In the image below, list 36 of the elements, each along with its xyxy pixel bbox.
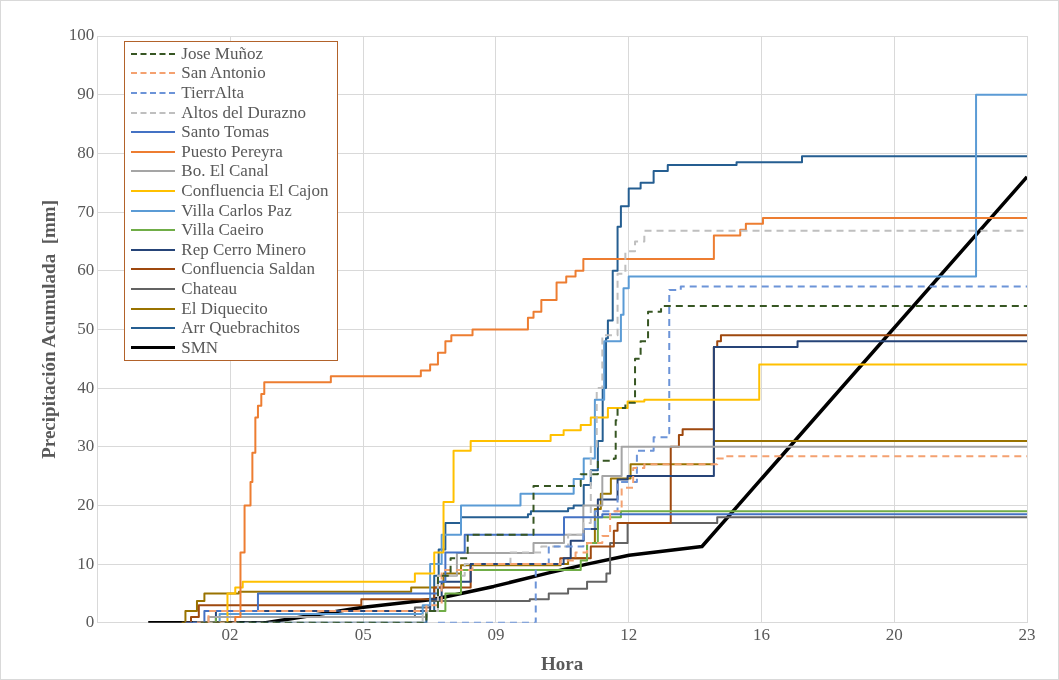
legend-label: San Antonio (181, 63, 266, 84)
y-tick-label: 100 (68, 25, 95, 45)
y-tick-label: 40 (77, 377, 95, 397)
legend-label: Chateau (181, 278, 237, 299)
legend-label: TierrAlta (181, 82, 244, 103)
legend-label: Santo Tomas (181, 122, 270, 143)
x-tick-label: 02 (221, 625, 239, 645)
y-tick-label: 20 (77, 494, 95, 514)
x-tick-label: 20 (885, 625, 903, 645)
legend-label: Puesto Pereyra (181, 141, 283, 162)
x-tick-label: 05 (354, 625, 372, 645)
y-tick-label: 30 (77, 436, 95, 456)
y-tick-label: 10 (77, 553, 95, 573)
x-tick-label: 16 (752, 625, 770, 645)
legend-label: El Diquecito (181, 298, 268, 319)
y-tick-label: 60 (77, 260, 95, 280)
y-axis-title: Precipitación Acumulada [mm] (38, 200, 60, 459)
legend-label: Villa Caeiro (181, 220, 264, 241)
legend-label: Confluencia El Cajon (181, 180, 329, 201)
y-tick-label: 0 (85, 612, 95, 632)
legend-label: Rep Cerro Minero (181, 239, 306, 260)
legend-label: Jose Muñoz (181, 43, 263, 64)
x-tick-label: 23 (1018, 625, 1036, 645)
legend-label: Bo. El Canal (181, 161, 269, 182)
x-tick-label: 09 (487, 625, 505, 645)
legend-label: Altos del Durazno (181, 102, 306, 123)
legend-label: Villa Carlos Paz (181, 200, 292, 221)
legend-label: Confluencia Saldan (181, 259, 315, 280)
x-axis-title: Hora (541, 652, 584, 674)
y-tick-label: 90 (77, 84, 95, 104)
legend-label: SMN (181, 337, 219, 358)
y-tick-label: 80 (77, 142, 95, 162)
y-tick-label: 70 (77, 201, 95, 221)
legend-label: Arr Quebrachitos (181, 318, 300, 339)
x-tick-label: 12 (620, 625, 638, 645)
y-tick-label: 50 (77, 318, 95, 338)
